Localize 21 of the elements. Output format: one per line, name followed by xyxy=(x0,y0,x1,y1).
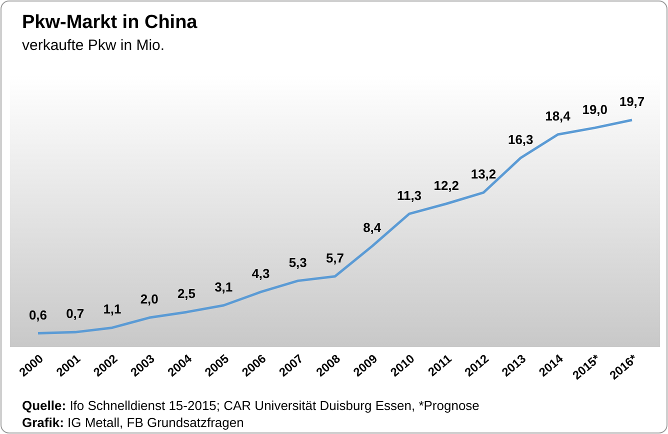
data-label: 4,3 xyxy=(252,266,270,281)
data-label: 19,7 xyxy=(619,94,645,109)
source-note: Quelle: Ifo Schnelldienst 15-2015; CAR Universität Duisburg Essen, *Prognose xyxy=(22,398,480,413)
data-label: 3,1 xyxy=(214,279,233,294)
data-label: 1,1 xyxy=(103,302,122,317)
data-label: 0,7 xyxy=(66,306,84,322)
chart-subtitle: verkaufte Pkw in Mio. xyxy=(22,37,165,54)
data-label: 0,6 xyxy=(28,307,48,322)
data-label: 11,3 xyxy=(396,188,422,203)
data-label: 5,7 xyxy=(326,250,344,266)
data-label: 12,2 xyxy=(434,178,460,193)
chart-title: Pkw-Markt in China xyxy=(22,12,198,33)
data-label: 5,3 xyxy=(288,254,307,270)
data-label: 2,5 xyxy=(177,286,196,302)
data-label: 8,4 xyxy=(363,220,382,236)
data-label: 19,0 xyxy=(582,102,608,117)
text: Grafik: IG Metall, FB Grundsatzfragen xyxy=(22,415,244,430)
data-label: 2,0 xyxy=(140,292,158,307)
data-label: 18,4 xyxy=(545,108,572,124)
data-label: 13,2 xyxy=(470,166,496,182)
data-label: 16,3 xyxy=(508,132,534,147)
